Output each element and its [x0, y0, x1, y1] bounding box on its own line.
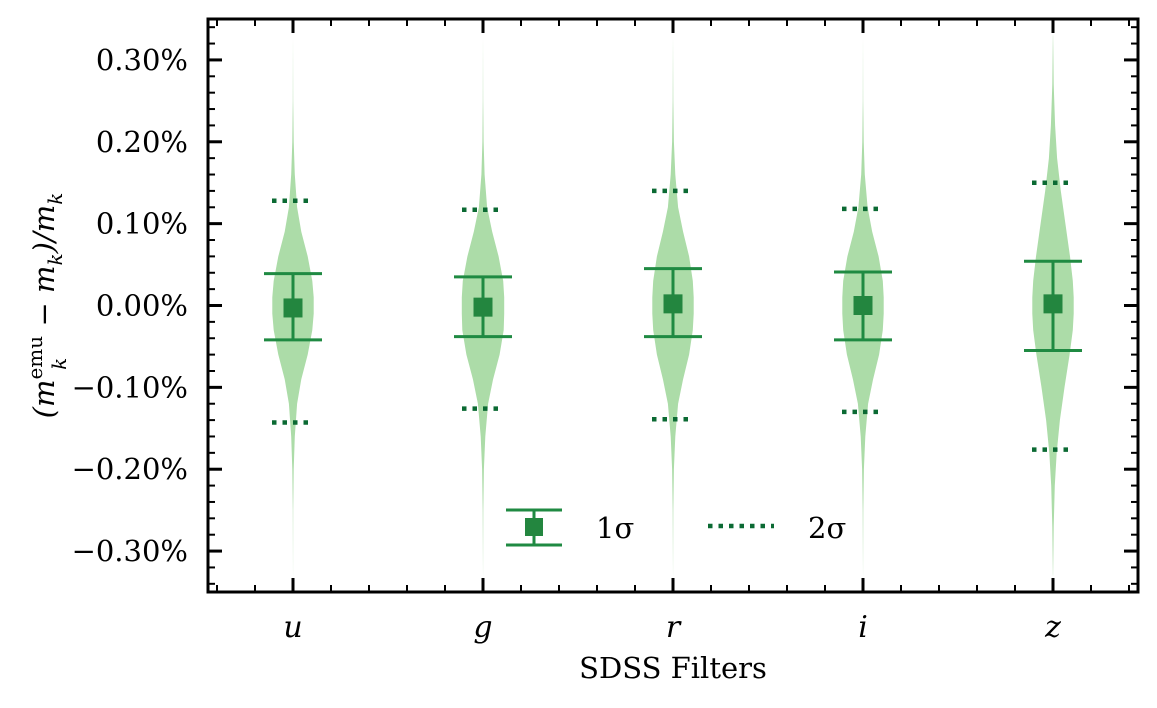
- x-axis-title: SDSS Filters: [579, 651, 767, 685]
- x-tick-label-r: r: [666, 610, 682, 645]
- y-title-open: (m: [27, 380, 61, 419]
- plot-frame: [206, 17, 1140, 594]
- legend-one-sigma-marker: [506, 508, 562, 547]
- y-title-sup: emu: [23, 336, 47, 380]
- y-title-sub2: k: [43, 253, 67, 265]
- x-tick-label-u: u: [283, 610, 302, 645]
- y-tick-label: 0.20%: [96, 125, 188, 159]
- two-sigma-layer: [272, 180, 1073, 452]
- y-axis-title: (memuk − mk)/mk: [23, 193, 71, 419]
- y-title-close: )/m: [27, 205, 61, 255]
- y-title-sub3: k: [43, 193, 67, 205]
- median-marker-u: [283, 298, 303, 318]
- x-tick-label-z: z: [1044, 610, 1061, 645]
- y-tick-label: −0.10%: [72, 370, 188, 404]
- legend: 1σ 2σ: [506, 508, 846, 547]
- y-title-mid: − m: [27, 265, 61, 335]
- legend-one-sigma-label: 1σ: [596, 511, 634, 545]
- legend-two-sigma-label: 2σ: [808, 511, 846, 545]
- median-marker-g: [473, 297, 493, 317]
- y-tick-label: 0.30%: [96, 43, 188, 77]
- y-tick-label: 0.10%: [96, 207, 188, 241]
- x-tick-label-i: i: [858, 610, 868, 645]
- one-sigma-layer: [264, 259, 1082, 353]
- y-title-sub1: k: [47, 358, 71, 370]
- x-tick-label-g: g: [473, 610, 492, 645]
- y-tick-label: −0.30%: [72, 534, 188, 568]
- median-marker-z: [1043, 294, 1063, 314]
- svg-text:(memuk − mk)/mk: (memuk − mk)/mk: [23, 193, 71, 419]
- y-tick-labels: −0.30% −0.20% −0.10% 0.00% 0.10% 0.20% 0.30%: [72, 43, 188, 568]
- y-tick-label: 0.00%: [96, 289, 188, 323]
- median-marker-r: [663, 294, 683, 314]
- y-tick-label: −0.20%: [72, 452, 188, 486]
- median-marker-i: [853, 296, 873, 315]
